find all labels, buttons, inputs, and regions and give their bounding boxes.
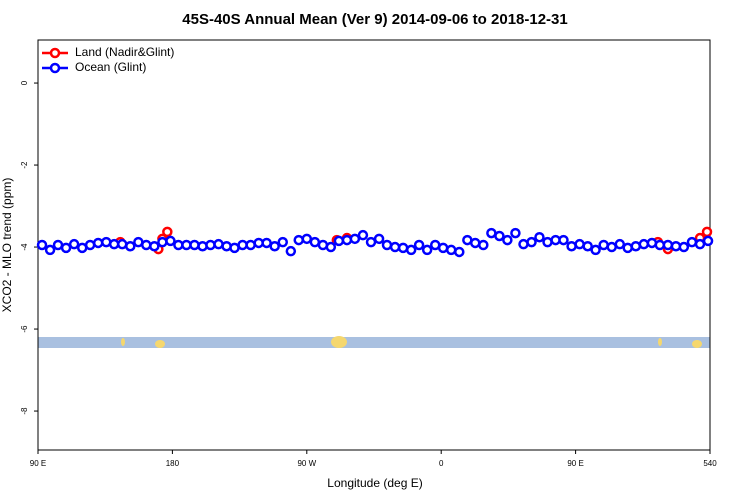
point <box>357 229 369 241</box>
legend-marker <box>49 62 61 74</box>
point <box>421 244 433 256</box>
point <box>141 239 152 251</box>
point <box>686 236 698 248</box>
point <box>518 238 529 250</box>
point <box>245 239 256 251</box>
point <box>373 233 385 245</box>
point <box>638 238 650 250</box>
x-tick-label: 90 E <box>567 459 583 468</box>
point <box>454 246 465 258</box>
point <box>389 241 401 253</box>
point <box>662 239 674 251</box>
point <box>44 244 56 256</box>
point <box>162 226 173 238</box>
x-tick-label: 90 W <box>297 459 316 468</box>
y-tick-label: -6 <box>20 325 29 333</box>
y-tick-label: 0 <box>20 80 29 85</box>
point <box>405 244 417 256</box>
point <box>301 233 313 245</box>
point <box>60 242 72 254</box>
point <box>68 238 80 250</box>
point <box>197 240 208 252</box>
point <box>116 238 128 250</box>
point <box>108 238 120 250</box>
point <box>285 245 297 257</box>
y-tick-label: -4 <box>20 243 29 251</box>
point <box>181 239 192 251</box>
point <box>526 236 537 248</box>
x-tick-label: 0 <box>439 459 444 468</box>
point <box>701 226 713 238</box>
point <box>52 239 64 251</box>
point <box>397 242 409 254</box>
point <box>277 236 289 248</box>
point <box>173 239 184 251</box>
point <box>92 237 104 249</box>
point <box>349 233 361 245</box>
point <box>566 240 577 252</box>
point <box>469 237 481 249</box>
point <box>261 237 272 249</box>
point <box>478 239 489 251</box>
point <box>205 239 216 251</box>
point <box>534 231 545 243</box>
point <box>125 240 136 252</box>
point <box>365 236 377 248</box>
point <box>542 236 553 248</box>
point <box>622 242 633 254</box>
point <box>630 240 642 252</box>
point <box>341 234 353 246</box>
point <box>381 239 393 251</box>
x-tick-label: 180 <box>166 459 180 468</box>
point <box>486 227 497 239</box>
point <box>614 238 626 250</box>
point <box>293 234 304 246</box>
point <box>165 235 176 247</box>
point <box>189 239 200 251</box>
point <box>437 242 449 254</box>
point <box>502 234 513 246</box>
land-mask-band <box>38 336 710 348</box>
point <box>149 240 160 252</box>
chart-title: 45S-40S Annual Mean (Ver 9) 2014-09-06 t… <box>182 11 567 28</box>
point <box>654 239 666 251</box>
point <box>558 234 569 246</box>
point <box>269 240 280 252</box>
point <box>84 239 96 251</box>
legend-marker <box>49 47 61 59</box>
point <box>574 238 585 250</box>
point <box>694 238 706 250</box>
point <box>598 239 609 251</box>
point <box>36 239 48 251</box>
y-tick-label: -2 <box>20 161 29 169</box>
point <box>494 230 505 242</box>
point <box>590 244 601 256</box>
point <box>237 239 248 251</box>
point <box>413 239 425 251</box>
point <box>229 242 240 254</box>
point <box>678 241 690 253</box>
point <box>582 240 593 252</box>
point <box>309 236 321 248</box>
point <box>325 241 337 253</box>
y-tick-label: -8 <box>20 407 29 415</box>
point <box>510 227 521 239</box>
point <box>445 244 457 256</box>
legend-label: Land (Nadir&Glint) <box>75 45 174 59</box>
y-axis-label: XCO2 - MLO trend (ppm) <box>0 178 14 313</box>
x-axis-label: Longitude (deg E) <box>327 476 422 490</box>
point <box>606 241 617 253</box>
point <box>213 238 224 250</box>
point <box>157 236 168 248</box>
point <box>333 235 345 247</box>
point <box>702 235 714 247</box>
x-tick-label: 540 <box>703 459 717 468</box>
legend-label: Ocean (Glint) <box>75 60 146 74</box>
x-tick-label: 90 E <box>30 459 46 468</box>
